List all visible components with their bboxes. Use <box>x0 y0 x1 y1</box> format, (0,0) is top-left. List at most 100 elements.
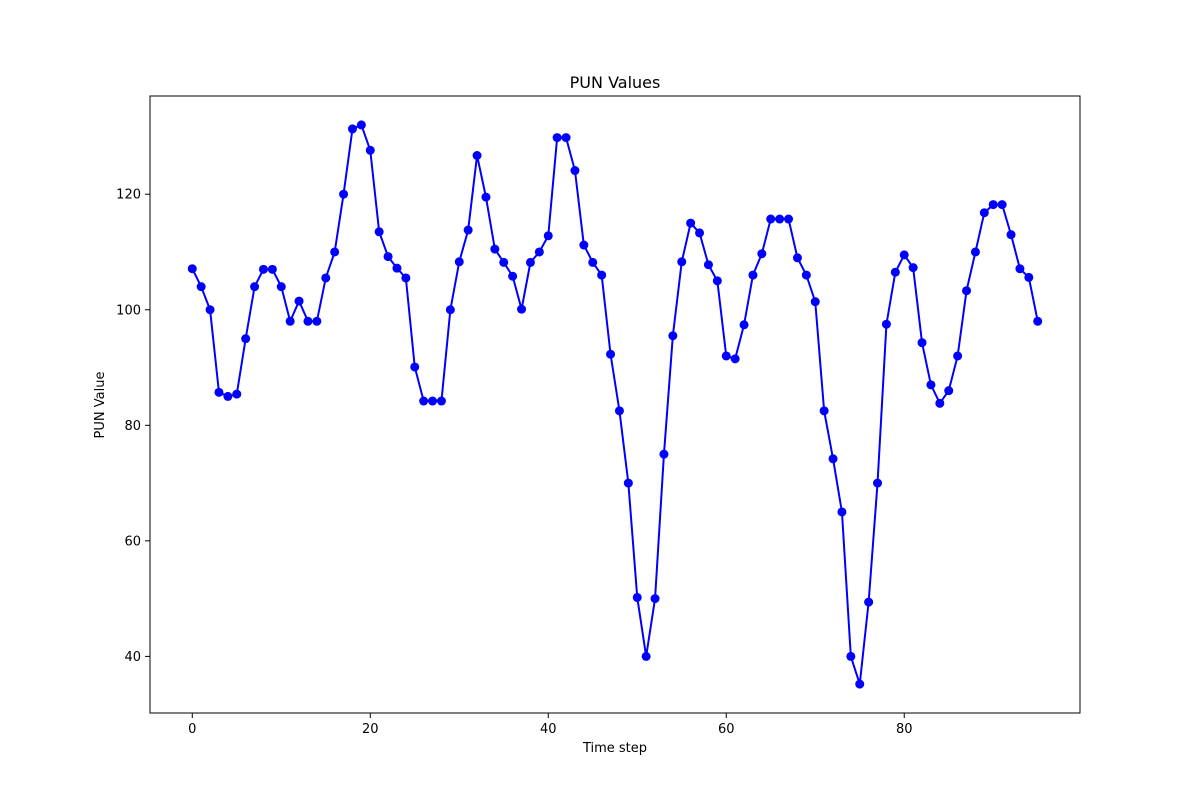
data-point <box>579 240 589 250</box>
data-point <box>890 267 900 277</box>
data-point <box>214 387 224 397</box>
data-point <box>659 449 669 459</box>
data-point <box>267 264 277 274</box>
data-point <box>419 396 429 406</box>
data-point <box>1024 272 1034 282</box>
data-point <box>650 594 660 604</box>
data-point <box>908 263 918 273</box>
data-point <box>944 386 954 396</box>
data-point <box>490 244 500 254</box>
data-point <box>517 304 527 314</box>
data-point <box>285 316 295 326</box>
x-axis-label: Time step <box>582 741 647 756</box>
x-tick-label: 0 <box>188 722 196 737</box>
data-point <box>953 351 963 361</box>
data-point <box>721 351 731 361</box>
data-point <box>873 478 883 488</box>
data-point <box>677 257 687 267</box>
y-axis-label: PUN Value <box>93 372 108 439</box>
data-point <box>347 124 357 134</box>
data-point <box>356 120 366 130</box>
data-point <box>614 406 624 416</box>
data-point <box>935 398 945 408</box>
x-tick-label: 20 <box>362 722 379 737</box>
data-point <box>810 297 820 307</box>
data-point <box>855 679 865 689</box>
data-point <box>250 282 260 292</box>
data-point <box>534 247 544 257</box>
y-tick-label: 60 <box>124 534 141 549</box>
data-point <box>846 651 856 661</box>
data-point <box>641 651 651 661</box>
data-point <box>401 273 411 283</box>
data-point <box>623 478 633 488</box>
data-point <box>276 282 286 292</box>
data-point <box>979 208 989 218</box>
data-point <box>543 231 553 241</box>
data-point <box>881 319 891 329</box>
data-point <box>1033 316 1043 326</box>
y-tick-label: 80 <box>124 419 141 434</box>
data-point <box>703 260 713 270</box>
data-point <box>365 145 375 155</box>
data-point <box>739 320 749 330</box>
data-point <box>258 264 268 274</box>
data-point <box>508 271 518 281</box>
data-point <box>997 200 1007 210</box>
data-point <box>499 257 509 267</box>
data-point <box>686 218 696 228</box>
data-point <box>962 286 972 296</box>
data-point <box>926 380 936 390</box>
data-point <box>223 391 233 401</box>
data-point <box>196 282 206 292</box>
data-point <box>481 192 491 202</box>
data-point <box>792 253 802 263</box>
axis-ticks: 0 20 40 60 80 40 60 80 100 120 <box>116 188 912 737</box>
data-point <box>241 334 251 344</box>
plot-frame <box>149 95 1081 714</box>
chart-title: PUN Values <box>570 73 661 92</box>
data-point <box>312 316 322 326</box>
data-point <box>730 354 740 364</box>
data-point <box>570 166 580 176</box>
data-point <box>784 214 794 224</box>
data-point <box>606 349 616 359</box>
data-point <box>472 151 482 161</box>
data-point <box>392 263 402 273</box>
x-tick-label: 60 <box>718 722 735 737</box>
data-point <box>383 252 393 262</box>
data-point <box>428 396 438 406</box>
data-point <box>232 389 242 399</box>
data-point <box>864 597 874 607</box>
data-point <box>1006 230 1016 240</box>
data-point <box>330 247 340 257</box>
data-point <box>632 592 642 602</box>
data-point <box>899 250 909 260</box>
data-point <box>374 227 384 237</box>
data-point <box>588 257 598 267</box>
data-point <box>205 305 215 315</box>
data-point <box>463 225 473 235</box>
data-point <box>970 247 980 257</box>
data-point <box>454 257 464 267</box>
data-point <box>294 296 304 306</box>
data-point <box>828 454 838 464</box>
data-point <box>525 257 535 267</box>
data-point <box>321 273 331 283</box>
data-point <box>988 200 998 210</box>
data-point <box>668 331 678 341</box>
series-markers <box>187 120 1043 689</box>
data-point <box>410 362 420 372</box>
data-point <box>775 214 785 224</box>
data-point <box>552 133 562 143</box>
data-point <box>1015 264 1025 274</box>
y-tick-label: 100 <box>116 303 141 318</box>
y-tick-label: 40 <box>124 650 141 665</box>
data-point <box>339 189 349 199</box>
data-point <box>695 228 705 238</box>
data-point <box>712 276 722 286</box>
data-point <box>597 270 607 280</box>
data-point <box>436 396 446 406</box>
